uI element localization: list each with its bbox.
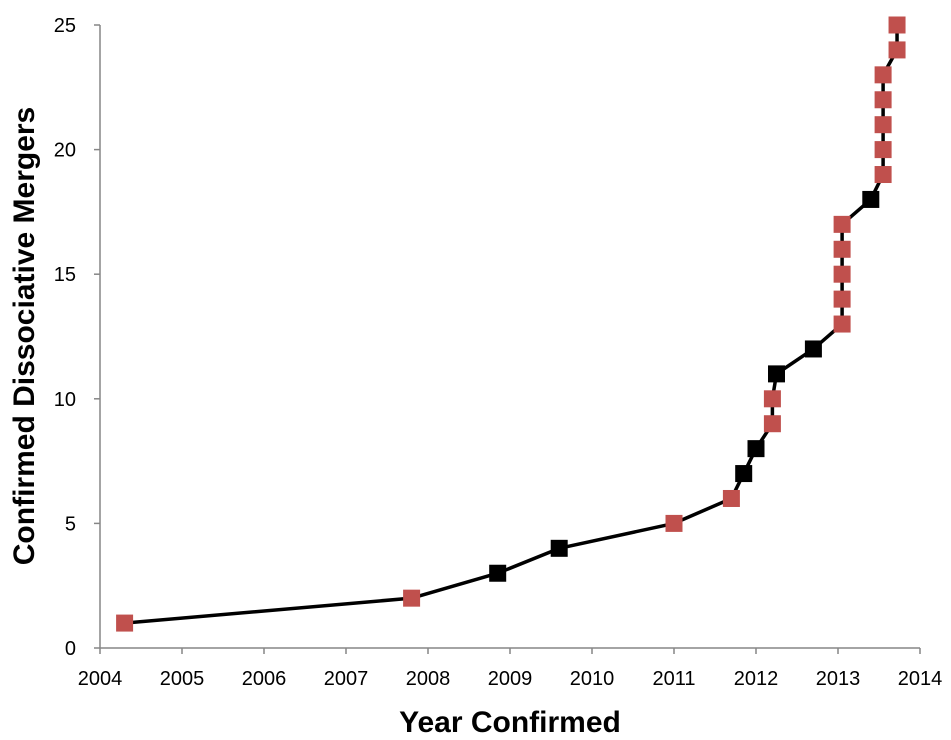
y-tick-label: 15	[54, 264, 76, 286]
tick-labels: 2004 2005 2006 2007 2008 2009 2010 2011 2012 2013…	[54, 15, 943, 690]
data-point-red	[874, 141, 892, 159]
data-point-red	[833, 215, 851, 233]
x-tick-label: 2014	[898, 668, 943, 690]
x-tick-label: 2011	[652, 668, 695, 690]
x-tick-label: 2004	[78, 668, 123, 690]
data-point-red	[833, 315, 851, 333]
x-tick-label: 2012	[734, 668, 779, 690]
x-tick-label: 2008	[406, 668, 451, 690]
axes	[99, 25, 920, 649]
data-point-red	[874, 116, 892, 134]
data-point-red	[665, 514, 683, 532]
data-point-red	[833, 290, 851, 308]
x-tick-label: 2013	[816, 668, 861, 690]
data-point-red	[763, 415, 781, 433]
data-point-red	[874, 66, 892, 84]
data-point-red	[874, 166, 892, 184]
x-tick-label: 2005	[160, 668, 205, 690]
data-point-red	[888, 41, 906, 59]
series-line	[124, 25, 899, 625]
data-point-red	[763, 390, 781, 408]
data-point-red	[833, 265, 851, 283]
y-axis-title: Confirmed Dissociative Mergers	[8, 107, 41, 565]
data-point-red	[888, 16, 906, 34]
data-point-red	[874, 91, 892, 109]
data-point-red	[833, 240, 851, 258]
data-point-black	[804, 340, 822, 358]
series-line-path	[124, 25, 899, 625]
data-point-red	[722, 489, 740, 507]
x-tick-label: 2006	[242, 668, 287, 690]
y-tick-label: 20	[54, 140, 76, 162]
data-point-black	[550, 539, 568, 557]
data-point-black	[747, 440, 765, 458]
tick-marks	[94, 24, 921, 654]
x-tick-label: 2007	[324, 668, 369, 690]
y-tick-label: 25	[54, 15, 76, 37]
y-tick-label: 5	[65, 513, 76, 535]
data-point-black	[735, 465, 753, 483]
data-point-black	[489, 564, 507, 582]
data-point-red	[116, 614, 134, 632]
x-tick-label: 2009	[488, 668, 533, 690]
x-tick-label: 2010	[570, 668, 615, 690]
data-point-red	[403, 589, 421, 607]
data-point-black	[862, 190, 880, 208]
y-tick-label: 0	[65, 638, 76, 660]
y-tick-label: 10	[54, 389, 76, 411]
data-point-black	[768, 365, 785, 383]
x-axis-title: Year Confirmed	[399, 706, 621, 739]
data-points	[116, 16, 906, 632]
